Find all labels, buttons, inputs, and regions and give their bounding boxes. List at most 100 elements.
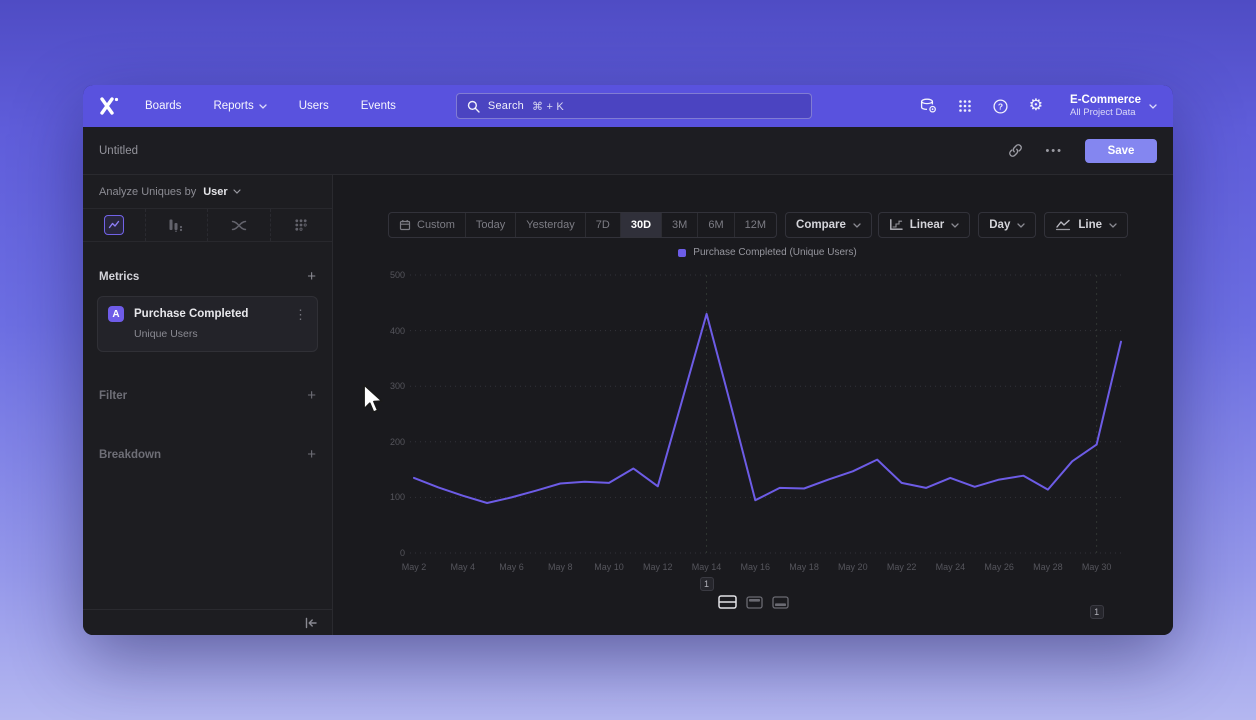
nav-item-users[interactable]: Users bbox=[299, 100, 329, 112]
query-sidebar: Analyze Uniques by User bbox=[83, 175, 333, 635]
nav-item-reports[interactable]: Reports bbox=[213, 100, 267, 112]
x-tick-label: May 30 bbox=[1081, 562, 1112, 572]
chart-toolbar: Custom Today Yesterday 7D 30D 3M 6M 12M Compare… bbox=[333, 212, 1173, 238]
x-tick-label: May 22 bbox=[886, 562, 917, 572]
line-chart[interactable] bbox=[410, 274, 1125, 554]
tab-retention[interactable] bbox=[269, 209, 333, 241]
y-tick-label: 400 bbox=[389, 325, 405, 336]
interval-dropdown[interactable]: Day bbox=[978, 212, 1037, 238]
nav-item-events[interactable]: Events bbox=[361, 100, 396, 112]
range-7d[interactable]: 7D bbox=[584, 213, 620, 237]
metric-menu-icon[interactable]: ⋮ bbox=[294, 307, 307, 322]
range-label: 3M bbox=[672, 219, 688, 231]
layout-toggle-group bbox=[718, 595, 789, 609]
nav-item-boards[interactable]: Boards bbox=[145, 100, 181, 112]
x-tick-label: May 12 bbox=[643, 562, 673, 572]
range-today[interactable]: Today bbox=[464, 213, 515, 237]
range-label: 12M bbox=[744, 219, 767, 231]
range-label: Custom bbox=[417, 219, 455, 231]
more-options-button[interactable]: ••• bbox=[1045, 144, 1063, 157]
metric-measure-type[interactable]: Unique Users bbox=[134, 328, 198, 340]
top-nav: Boards Reports Users Events Search ⌘ + K bbox=[83, 85, 1173, 127]
nav-menu: Boards Reports Users Events bbox=[145, 100, 428, 112]
y-tick-label: 300 bbox=[389, 381, 405, 392]
x-tick-label: May 28 bbox=[1033, 562, 1063, 572]
range-label: 30D bbox=[630, 219, 652, 231]
x-tick-label: May 6 bbox=[499, 562, 524, 572]
search-placeholder: Search bbox=[487, 100, 524, 112]
filter-title: Filter bbox=[99, 389, 128, 402]
chart-type-dropdown[interactable]: Line bbox=[1044, 212, 1128, 238]
legend-label: Purchase Completed (Unique Users) bbox=[693, 247, 857, 258]
range-label: 6M bbox=[708, 219, 724, 231]
compare-label: Compare bbox=[796, 219, 846, 231]
filter-section: Filter + bbox=[83, 376, 332, 415]
y-axis-labels: 0 100 200 300 400 500 bbox=[369, 270, 405, 558]
analyze-entity-dropdown[interactable]: User bbox=[203, 185, 228, 198]
data-management-icon[interactable] bbox=[920, 98, 937, 114]
metric-event-name[interactable]: Purchase Completed bbox=[134, 308, 249, 320]
settings-gear-icon[interactable]: ⚙ bbox=[1028, 97, 1044, 114]
add-metric-button[interactable]: + bbox=[307, 268, 316, 285]
chevron-down-icon bbox=[951, 222, 959, 228]
project-selector[interactable]: E-Commerce All Project Data bbox=[1070, 94, 1157, 118]
range-custom[interactable]: Custom bbox=[389, 213, 465, 237]
nav-item-label: Events bbox=[360, 100, 396, 112]
annotation-badge[interactable]: 1 bbox=[699, 577, 714, 591]
chevron-down-icon bbox=[1149, 103, 1157, 109]
analyze-label: Analyze Uniques by bbox=[99, 185, 197, 198]
tab-insights[interactable] bbox=[83, 209, 145, 241]
add-filter-button[interactable]: + bbox=[307, 387, 316, 404]
report-title[interactable]: Untitled bbox=[99, 144, 138, 157]
nav-item-label: Reports bbox=[213, 100, 254, 112]
mixpanel-logo-icon[interactable] bbox=[99, 96, 121, 116]
range-12m[interactable]: 12M bbox=[733, 213, 776, 237]
collapse-sidebar-icon[interactable] bbox=[304, 617, 318, 629]
chart-panel: Custom Today Yesterday 7D 30D 3M 6M 12M Compare… bbox=[333, 175, 1173, 635]
scale-dropdown[interactable]: Linear bbox=[877, 212, 971, 238]
app-window: Boards Reports Users Events Search ⌘ + K bbox=[83, 85, 1173, 635]
project-scope: All Project Data bbox=[1070, 107, 1136, 118]
line-chart-icon bbox=[1055, 219, 1071, 231]
search-input[interactable]: Search ⌘ + K bbox=[455, 93, 812, 119]
y-tick-label: 100 bbox=[389, 492, 405, 503]
layout-chart-bottom-button[interactable] bbox=[772, 595, 789, 609]
scale-label: Linear bbox=[909, 219, 945, 231]
sidebar-footer bbox=[83, 609, 332, 635]
chevron-down-icon bbox=[1109, 222, 1117, 228]
search-shortcut: ⌘ + K bbox=[531, 100, 564, 113]
y-tick-label: 0 bbox=[399, 548, 405, 558]
compare-button[interactable]: Compare bbox=[785, 212, 872, 238]
range-30d[interactable]: 30D bbox=[619, 213, 662, 237]
breakdown-section: Breakdown + bbox=[83, 435, 332, 474]
report-type-tabs bbox=[83, 208, 332, 242]
help-icon[interactable]: ? bbox=[993, 98, 1008, 114]
annotation-badge[interactable]: 1 bbox=[1089, 605, 1104, 619]
chevron-down-icon bbox=[853, 222, 861, 228]
layout-split-rows-button[interactable] bbox=[718, 595, 737, 609]
range-yesterday[interactable]: Yesterday bbox=[515, 213, 585, 237]
x-tick-label: May 26 bbox=[984, 562, 1014, 572]
chart-type-label: Line bbox=[1078, 219, 1102, 231]
y-tick-label: 200 bbox=[389, 436, 405, 447]
save-button[interactable]: Save bbox=[1085, 138, 1157, 163]
report-header: Untitled ••• Save bbox=[83, 127, 1173, 175]
range-label: Today bbox=[475, 219, 506, 231]
x-tick-label: May 18 bbox=[789, 562, 819, 572]
tab-flows[interactable] bbox=[207, 209, 270, 241]
range-3m[interactable]: 3M bbox=[661, 213, 697, 237]
add-breakdown-button[interactable]: + bbox=[307, 446, 316, 463]
metric-card[interactable]: A Purchase Completed ⋮ Unique Users bbox=[97, 296, 318, 352]
share-link-icon[interactable] bbox=[1008, 143, 1023, 158]
retention-dots-icon bbox=[294, 218, 308, 232]
funnels-bars-icon bbox=[168, 218, 184, 232]
layout-chart-top-button[interactable] bbox=[746, 595, 763, 609]
tab-funnels[interactable] bbox=[144, 209, 208, 241]
date-range-group: Custom Today Yesterday 7D 30D 3M 6M 12M bbox=[388, 212, 778, 238]
metrics-section-header: Metrics + bbox=[83, 268, 332, 285]
project-name: E-Commerce bbox=[1070, 94, 1141, 106]
apps-grid-icon[interactable] bbox=[958, 99, 972, 113]
analyze-row: Analyze Uniques by User bbox=[83, 175, 332, 208]
range-6m[interactable]: 6M bbox=[697, 213, 733, 237]
x-tick-label: May 8 bbox=[548, 562, 573, 572]
